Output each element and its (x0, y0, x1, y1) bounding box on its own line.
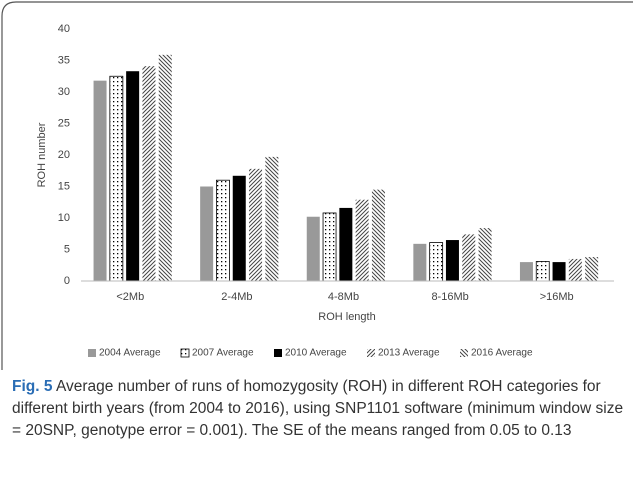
x-tick-label: 4-8Mb (328, 291, 359, 303)
y-tick-label: 5 (64, 243, 70, 255)
bar (568, 258, 582, 281)
bar (232, 175, 246, 281)
bar (519, 262, 533, 281)
bar (585, 257, 599, 281)
y-tick-label: 25 (58, 117, 70, 129)
y-tick-label: 35 (58, 54, 70, 66)
legend-swatch (460, 349, 468, 357)
bar (306, 216, 320, 281)
x-axis-label: ROH length (318, 311, 375, 323)
legend-label: 2004 Average (99, 348, 161, 359)
y-tick-label: 40 (58, 23, 70, 35)
bar (322, 212, 337, 282)
bar (371, 189, 385, 281)
bar (339, 207, 353, 281)
legend-swatch (88, 349, 96, 357)
x-tick-label: <2Mb (116, 291, 144, 303)
bar (126, 71, 140, 282)
bar (142, 66, 156, 281)
legend-label: 2010 Average (285, 348, 347, 359)
bar (158, 54, 172, 281)
bar (535, 261, 550, 282)
chart: ROH number ROH length 0 5 10 15 20 25 30 35 40 <2… (1, 1, 633, 370)
legend-label: 2016 Average (471, 348, 533, 359)
y-tick-label: 15 (58, 180, 70, 192)
bar (216, 179, 230, 282)
bar (109, 75, 124, 282)
bar (552, 262, 566, 281)
x-tick-label: 2-4Mb (221, 291, 252, 303)
x-tick-label: 8-16Mb (431, 291, 468, 303)
bar (429, 242, 444, 282)
bar (413, 243, 427, 281)
caption-label: Fig. 5 (12, 378, 53, 395)
bar (93, 80, 107, 281)
bar (200, 186, 214, 281)
bar (355, 199, 369, 281)
legend-label: 2007 Average (192, 348, 254, 359)
legend-label: 2013 Average (378, 348, 440, 359)
frame (1, 1, 633, 370)
y-tick-label: 0 (64, 275, 70, 287)
x-tick-label: >16Mb (540, 291, 574, 303)
bar (265, 156, 279, 281)
bar (462, 234, 476, 281)
caption-text: Average number of runs of homozygosity (… (12, 378, 624, 439)
legend-swatch (180, 348, 190, 358)
bar (249, 168, 263, 281)
y-tick-label: 20 (58, 149, 70, 161)
legend-swatch (274, 349, 282, 357)
y-axis-label: ROH number (36, 122, 48, 187)
bar (445, 240, 459, 281)
caption: Fig. 5 Average number of runs of homozyg… (12, 376, 624, 442)
y-tick-label: 30 (58, 86, 70, 98)
y-tick-label: 10 (58, 212, 70, 224)
bar (478, 228, 492, 281)
legend-swatch (367, 349, 375, 357)
